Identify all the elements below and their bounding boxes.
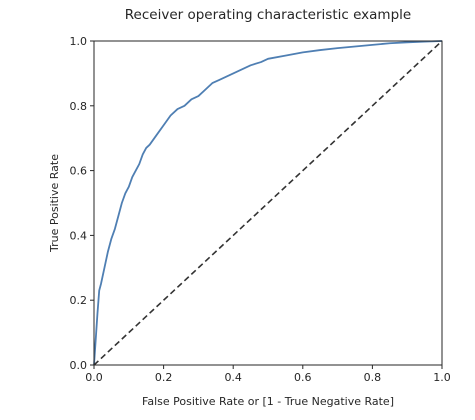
x-tick-label: 0.2 xyxy=(155,371,173,384)
y-tick-label: 0.4 xyxy=(70,229,88,242)
plot-area xyxy=(93,40,443,366)
roc-curve-line xyxy=(93,40,443,366)
y-axis-label: True Positive Rate xyxy=(48,154,61,253)
y-axis: 0.0 0.2 0.4 0.6 0.8 1.0 xyxy=(70,35,94,372)
y-tick-label: 1.0 xyxy=(70,35,88,48)
chart-title: Receiver operating characteristic exampl… xyxy=(125,7,411,23)
x-tick-label: 0.8 xyxy=(364,371,382,384)
x-tick-label: 0.6 xyxy=(294,371,312,384)
y-tick-label: 0.8 xyxy=(70,100,88,113)
y-tick-label: 0.0 xyxy=(70,359,88,372)
plot-frame xyxy=(93,40,443,366)
chance-diagonal-line xyxy=(93,40,443,366)
y-tick-label: 0.6 xyxy=(70,165,88,178)
y-tick-label: 0.2 xyxy=(70,294,88,307)
x-tick-label: 0.0 xyxy=(85,371,103,384)
x-axis-label: False Positive Rate or [1 - True Negativ… xyxy=(142,395,394,408)
x-tick-label: 0.4 xyxy=(224,371,242,384)
x-axis: 0.0 0.2 0.4 0.6 0.8 1.0 xyxy=(85,365,451,384)
x-tick-label: 1.0 xyxy=(433,371,451,384)
